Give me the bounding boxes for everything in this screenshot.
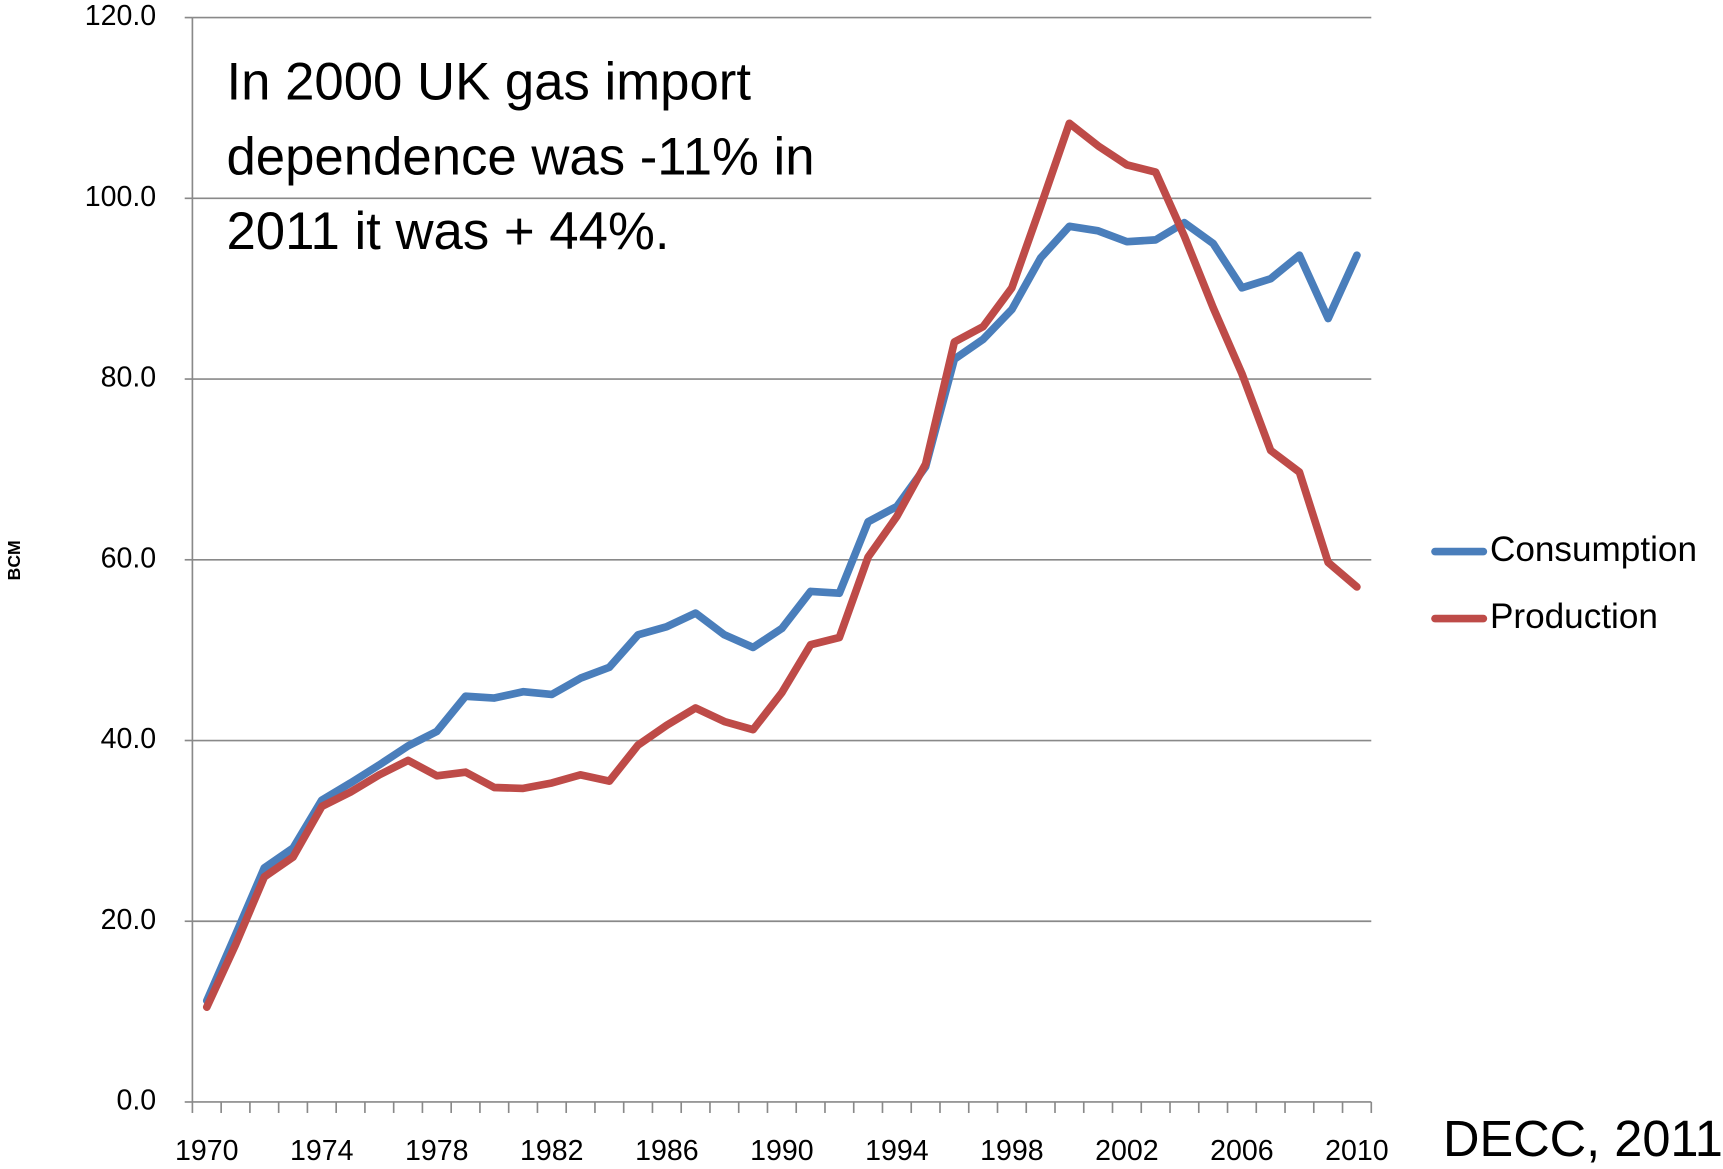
x-tick-label: 1994	[865, 1135, 929, 1167]
x-tick-label: 1978	[405, 1135, 469, 1167]
y-tick-label: 20.0	[101, 904, 157, 936]
legend-label: Consumption	[1490, 530, 1697, 569]
y-tick-label: 0.0	[116, 1085, 156, 1117]
y-tick-label: 60.0	[101, 542, 157, 574]
series-line	[202, 218, 1361, 1005]
legend-label: Production	[1490, 597, 1658, 636]
series-line	[202, 119, 1361, 1011]
x-tick-label: 1998	[980, 1135, 1044, 1167]
annotation: In 2000 UK gas import	[226, 53, 751, 112]
y-axis-label: BCM	[4, 540, 24, 580]
annotation: dependence was -11% in	[226, 127, 814, 186]
x-tick-label: 1982	[520, 1135, 584, 1167]
annotation: 2011 it was + 44%.	[226, 202, 669, 261]
x-tick-label: 2002	[1095, 1135, 1159, 1167]
y-tick-label: 120.0	[85, 0, 156, 32]
x-tick-label: 2006	[1210, 1135, 1274, 1167]
x-tick-label: 1970	[175, 1135, 239, 1167]
x-tick-label: 1974	[290, 1135, 354, 1167]
source: DECC, 2011	[1443, 1110, 1723, 1167]
x-tick-label: 1986	[635, 1135, 699, 1167]
x-tick-label: 2010	[1325, 1135, 1389, 1167]
y-tick-label: 80.0	[101, 362, 157, 394]
y-tick-label: 40.0	[101, 723, 157, 755]
x-tick-label: 1990	[750, 1135, 814, 1167]
y-tick-label: 100.0	[85, 181, 156, 213]
